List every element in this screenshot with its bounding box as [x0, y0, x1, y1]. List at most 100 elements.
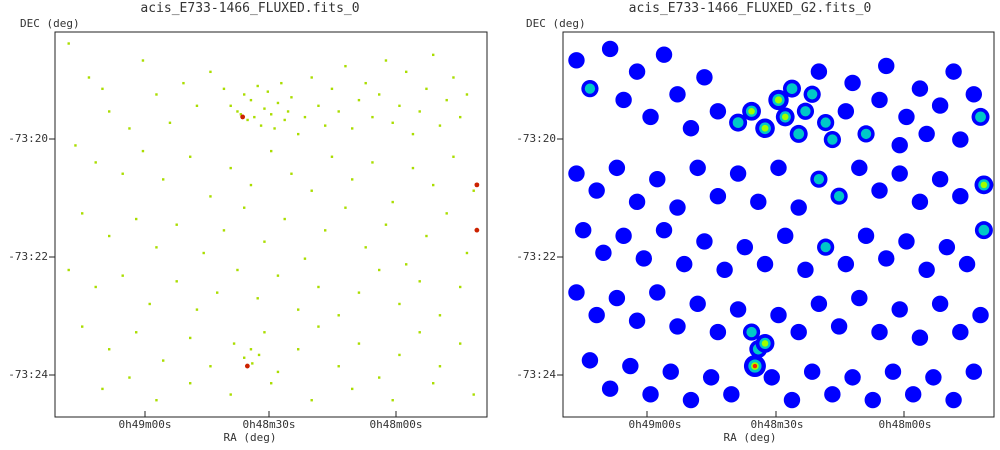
x-axis-label: RA (deg): [723, 431, 777, 444]
source-point: [459, 115, 462, 119]
source-blob: [709, 323, 727, 341]
y-tick-label: -73:22: [516, 250, 556, 263]
source-point: [195, 104, 199, 108]
source-point: [472, 393, 475, 396]
source-point: [290, 96, 293, 99]
source-blob: [871, 323, 888, 341]
source-blob: [891, 301, 908, 318]
source-point: [432, 183, 435, 187]
source-point: [121, 274, 124, 277]
source-blob: [709, 103, 727, 120]
source-point: [222, 229, 226, 232]
y-tick-label: -73:24: [516, 368, 556, 381]
source-point: [175, 280, 178, 283]
source-point: [411, 132, 415, 136]
source-blob: [595, 244, 612, 262]
source-blob: [851, 289, 868, 307]
source-point: [425, 87, 428, 91]
source-blob: [891, 165, 908, 182]
source-blob: [891, 137, 908, 154]
source-blob: [770, 159, 787, 177]
source-point: [251, 362, 254, 365]
source-point: [286, 110, 290, 113]
source-point: [391, 121, 394, 124]
source-point: [189, 336, 192, 340]
source-blob: [931, 171, 949, 188]
source-blob: [655, 221, 673, 239]
source-point: [378, 376, 381, 379]
source-point: [256, 84, 259, 88]
source-blob: [918, 261, 935, 278]
source-blob: [628, 193, 646, 211]
source-blob: [696, 69, 713, 86]
source-point: [243, 206, 246, 209]
source-point: [330, 155, 334, 158]
source-blob: [790, 199, 807, 216]
source-blob: [763, 369, 780, 386]
source-point: [141, 149, 145, 153]
source-blob: [615, 227, 632, 245]
bright-source-point: [240, 114, 246, 120]
x-axis-label: RA (deg): [223, 431, 277, 444]
source-point: [438, 124, 442, 127]
source-point: [243, 93, 246, 96]
x-tick-label: 0h48m00s: [369, 418, 423, 431]
source-point: [344, 206, 347, 209]
source-blob: [750, 193, 767, 211]
source-point: [189, 155, 192, 158]
source-point: [195, 308, 199, 311]
source-blob: [601, 380, 619, 397]
source-point: [209, 195, 212, 198]
source-blob: [588, 182, 605, 199]
source-point: [317, 325, 320, 328]
source-blob: [972, 306, 989, 324]
y-tick-label: -73:24: [8, 368, 48, 381]
source-point: [101, 87, 104, 91]
source-blob: [810, 63, 828, 80]
source-point: [310, 399, 313, 402]
source-blob: [878, 57, 895, 75]
source-blob-core: [761, 340, 769, 347]
source-blob: [568, 284, 585, 301]
source-blob: [655, 46, 673, 63]
source-blob: [689, 159, 706, 177]
source-blob: [783, 391, 801, 409]
heatmap-layer: [568, 40, 994, 409]
scatter-plot[interactable]: [0, 0, 500, 450]
source-blob: [770, 306, 787, 324]
source-point: [128, 127, 131, 130]
source-blob: [729, 301, 747, 318]
source-blob: [649, 284, 666, 301]
bright-source-point: [474, 182, 480, 188]
source-blob-core: [800, 106, 811, 117]
source-point: [263, 331, 266, 334]
source-blob: [723, 386, 740, 403]
source-point: [398, 302, 401, 306]
source-point: [391, 399, 394, 402]
source-blob: [682, 120, 700, 137]
source-blob: [864, 391, 881, 409]
source-blob: [904, 386, 922, 403]
source-point: [384, 59, 388, 62]
source-point: [94, 285, 97, 289]
source-blob-core: [860, 128, 872, 140]
source-point: [344, 64, 347, 68]
source-blob: [588, 306, 605, 324]
source-blob: [857, 227, 875, 245]
source-blob: [925, 369, 942, 386]
source-point: [155, 246, 158, 249]
source-blob-core: [807, 89, 818, 100]
source-blob: [837, 255, 855, 273]
x-tick-label: 0h48m00s: [878, 418, 932, 431]
source-point: [364, 81, 367, 85]
heatmap-plot[interactable]: [500, 0, 1000, 450]
source-point: [236, 268, 239, 272]
source-point: [135, 331, 138, 334]
source-point: [357, 291, 361, 294]
chart-title: acis_E733-1466_FLUXED.fits_0: [140, 1, 360, 16]
source-point: [108, 348, 111, 351]
source-blob-core: [748, 107, 755, 115]
source-blob: [945, 391, 962, 409]
source-point: [411, 166, 415, 170]
source-blob-core: [820, 117, 831, 128]
